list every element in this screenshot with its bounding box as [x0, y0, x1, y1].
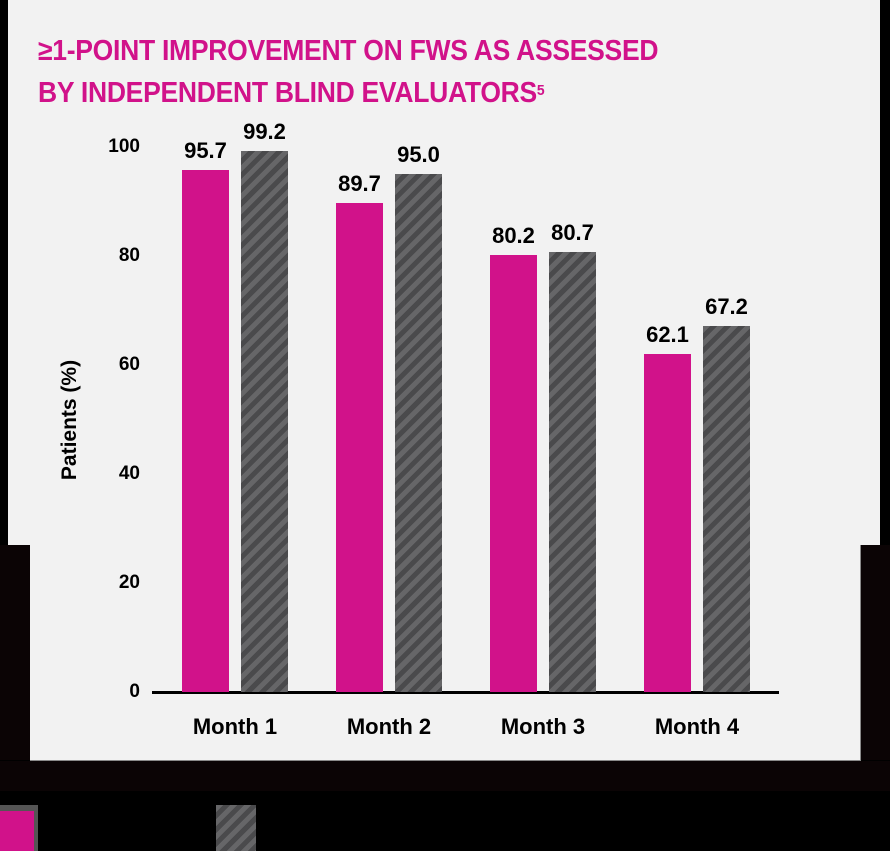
background-band: [0, 761, 890, 791]
footnote-ref: 5: [536, 82, 545, 99]
background-block: [0, 545, 30, 760]
title-line-1: ≥1-POINT IMPROVEMENT ON FWS AS ASSESSED: [38, 35, 659, 67]
legend-swatch-series-a: [0, 805, 38, 851]
bar-series-a: [644, 353, 691, 692]
legend-swatch-series-b: [216, 805, 256, 851]
bar-value-label: 80.7: [551, 220, 594, 246]
x-tick-label: Month 1: [192, 714, 278, 739]
bar-value-label: 89.7: [338, 171, 381, 197]
y-tick-label: 100: [108, 136, 140, 157]
y-tick-label: 60: [118, 354, 140, 375]
bar-series-b: [241, 151, 288, 692]
title-line-2: BY INDEPENDENT BLIND EVALUATORS: [38, 77, 537, 109]
y-tick-label: 80: [118, 245, 140, 266]
y-tick-label: 0: [129, 681, 140, 702]
bar-series-b: [549, 252, 596, 692]
background-block: [861, 545, 890, 760]
y-axis-label: Patients (%): [58, 359, 81, 481]
y-tick-label: 20: [118, 572, 140, 593]
bar-series-a: [490, 254, 537, 692]
bar-series-b: [395, 174, 442, 692]
bar-series-a: [182, 170, 229, 692]
y-tick-label: 40: [118, 463, 140, 484]
bar-value-label: 67.2: [705, 293, 748, 319]
bar-value-label: 95.7: [184, 138, 227, 164]
bar-series-b: [703, 325, 750, 692]
bar-value-label: 95.0: [397, 142, 440, 168]
chart-title: ≥1-POINT IMPROVEMENT ON FWS AS ASSESSED …: [38, 30, 801, 114]
bar-series-a: [336, 203, 383, 692]
x-tick-label: Month 3: [500, 714, 586, 739]
bar-value-label: 99.2: [243, 119, 286, 145]
x-tick-label: Month 4: [654, 714, 740, 739]
x-axis-line: [152, 691, 779, 694]
bar-value-label: 62.1: [646, 321, 689, 347]
bar-value-label: 80.2: [492, 222, 535, 248]
x-tick-label: Month 2: [346, 714, 432, 739]
